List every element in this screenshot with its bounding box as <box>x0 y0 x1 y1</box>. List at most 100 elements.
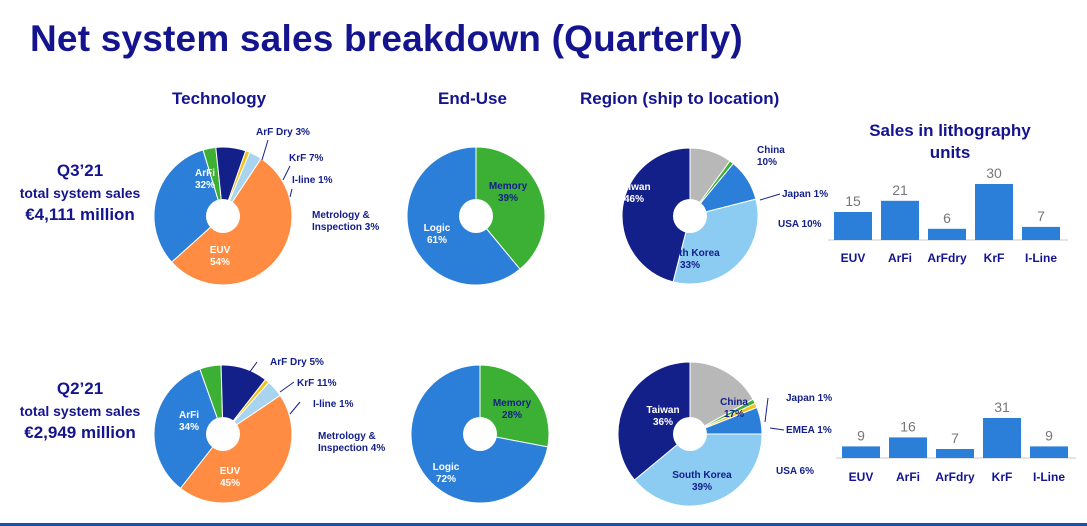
q3-units-category-arfdry: ArFdry <box>927 251 967 265</box>
q2-technology-leader-arf-dry <box>243 361 258 381</box>
q3-region-label-south-korea: South Korea 33% <box>660 248 720 271</box>
q2-technology-label-euv: EUV 45% <box>220 466 241 489</box>
q3-technology-label-arf-dry: ArF Dry 3% <box>256 127 310 138</box>
q3-units-value-arfdry: 6 <box>943 210 951 226</box>
q2-region-label-china: China 17% <box>720 397 748 420</box>
q3-units-value-euv: 15 <box>845 193 861 209</box>
q3-technology-leader-i-line <box>289 188 293 198</box>
q2-units-category-i-line: I-Line <box>1033 470 1065 484</box>
q2-technology-label-arfi: ArFi 34% <box>179 410 199 433</box>
q2-region-label-line: 36% <box>653 417 673 428</box>
q2-region-label-japan: Japan 1% <box>786 393 832 404</box>
q3-region-label-line: 33% <box>680 260 700 271</box>
q3-units-category-arfi: ArFi <box>888 251 912 265</box>
q2-region-leader-japan <box>764 397 769 423</box>
q2-technology-label-line: EUV <box>220 466 241 477</box>
bottom-rule <box>0 523 1087 526</box>
q2-technology-leader-i-line <box>289 401 301 415</box>
q2-enduse-label-logic: Logic 72% <box>433 462 460 485</box>
q3-enduse-label-line: Memory <box>489 181 528 192</box>
q2-region-label-taiwan: Taiwan 36% <box>646 405 679 428</box>
q2-technology-label-i-line: I-line 1% <box>313 399 354 410</box>
q3-sales: €4,111 million <box>25 205 135 224</box>
q3-technology-leader-krf <box>282 165 291 181</box>
q3-region-label-line: USA 10% <box>778 219 822 230</box>
q2-technology-donut-hole <box>206 417 240 451</box>
q3-units-bar-arfdry <box>928 228 966 240</box>
q3-units-category-krf: KrF <box>984 251 1005 265</box>
q3-technology-label-line: ArF Dry 3% <box>256 127 310 138</box>
q3-enduse-pie: Memory 39% Logic 61% <box>406 146 546 286</box>
q3-region-label-usa: USA 10% <box>778 219 822 230</box>
q2-units-category-krf: KrF <box>992 470 1013 484</box>
q3-quarter: Q3’21 <box>56 161 104 180</box>
q3-technology-label-line: Metrology & <box>312 210 370 221</box>
q3-units-bar-krf <box>975 184 1013 240</box>
q2-total-label: total system sales <box>19 403 141 419</box>
q2-enduse-label-line: Memory <box>493 398 532 409</box>
q2-region-slice-taiwan <box>617 361 691 481</box>
enduse-header: End-Use <box>438 89 507 108</box>
q2-technology-label-line: 34% <box>179 422 199 433</box>
q3-region-label-line: 46% <box>624 194 644 205</box>
q2-region-label-line: USA 6% <box>776 466 814 477</box>
q2-technology-slice-euv <box>179 394 293 504</box>
q3-units-bar-arfi <box>881 200 919 240</box>
q2-technology-label-line: ArF Dry 5% <box>270 357 324 368</box>
page-title: Net system sales breakdown (Quarterly) <box>30 18 743 59</box>
q3-region-label-japan: Japan 1% <box>782 189 828 200</box>
q2-quarter: Q2’21 <box>56 379 104 398</box>
q3-enduse-slice-memory <box>475 146 546 270</box>
q2-enduse-donut-hole <box>463 417 497 451</box>
q2-region-leader-emea <box>769 427 785 431</box>
q2-technology-label-metrology: Metrology & Inspection 4% <box>318 431 385 454</box>
q2-region-pie: China 17% Japan 1% EMEA 1% USA 6% South Korea… <box>617 361 832 507</box>
q3-enduse-label-logic: Logic 61% <box>424 223 451 246</box>
q3-technology-label-arfi: ArFi 32% <box>195 168 215 191</box>
q3-technology-label-line: 32% <box>195 180 215 191</box>
q2-enduse-slice-memory <box>479 364 550 448</box>
q3-technology-leader-arf-dry <box>261 139 269 161</box>
q3-technology-label-line: 54% <box>210 257 230 268</box>
q2-units-bar-krf <box>983 418 1021 458</box>
q2-units-category-euv: EUV <box>849 470 874 484</box>
q2-region-label-line: EMEA 1% <box>786 425 832 436</box>
q2-sales: €2,949 million <box>24 423 136 442</box>
q3-technology-donut-hole <box>206 199 240 233</box>
q2-technology-label-line: KrF 11% <box>297 378 337 389</box>
q2-region-label-line: 39% <box>692 482 712 493</box>
q2-technology-label-arf-dry: ArF Dry 5% <box>270 357 324 368</box>
q2-units-value-krf: 31 <box>994 399 1010 415</box>
q2-region-label-line: Japan 1% <box>786 393 832 404</box>
q2-units-value-i-line: 9 <box>1045 427 1053 443</box>
q3-technology-label-krf: KrF 7% <box>289 153 324 164</box>
q3-technology-slice-arfi <box>153 149 224 263</box>
q3-summary: Q3’21 total system sales €4,111 million <box>5 160 155 226</box>
q2-units-value-euv: 9 <box>857 427 865 443</box>
q3-units-category-i-line: I-Line <box>1025 251 1057 265</box>
units-header: Sales in lithography units <box>869 121 1031 162</box>
q2-technology-label-line: ArFi <box>179 410 199 421</box>
q3-enduse-label-line: 39% <box>498 193 518 204</box>
region-header: Region (ship to location) <box>580 89 780 108</box>
q2-region-label-line: South Korea <box>672 470 732 481</box>
q2-technology-leader-krf <box>279 381 295 393</box>
q3-total-label: total system sales <box>19 185 141 201</box>
q2-units-bar-arfdry <box>936 449 974 458</box>
q3-region-pie: China 10% Japan 1% USA 10% South Korea 33% Tai… <box>617 145 828 285</box>
q2-enduse-label-line: Logic <box>433 462 460 473</box>
q2-region-label-emea: EMEA 1% <box>786 425 832 436</box>
q3-units-bar-chart: 15 EUV 21 ArFi 6 ArFdry 30 KrF 7 I-Line <box>828 165 1068 265</box>
q2-region-label-south-korea: South Korea 39% <box>672 470 732 493</box>
q3-technology-label-euv: EUV 54% <box>210 245 231 268</box>
q3-units-value-arfi: 21 <box>892 182 908 198</box>
q2-enduse-pie: Memory 28% Logic 72% <box>410 364 550 504</box>
q3-units-value-krf: 30 <box>986 165 1002 181</box>
q3-region-label-line: South Korea <box>660 248 720 259</box>
q3-units-bar-euv <box>834 212 872 240</box>
q2-units-value-arfdry: 7 <box>951 430 959 446</box>
q2-enduse-label-line: 28% <box>502 410 522 421</box>
q2-enduse-label-memory: Memory 28% <box>493 398 532 421</box>
q2-technology-label-line: I-line 1% <box>313 399 354 410</box>
q2-units-bar-i-line <box>1030 446 1068 458</box>
